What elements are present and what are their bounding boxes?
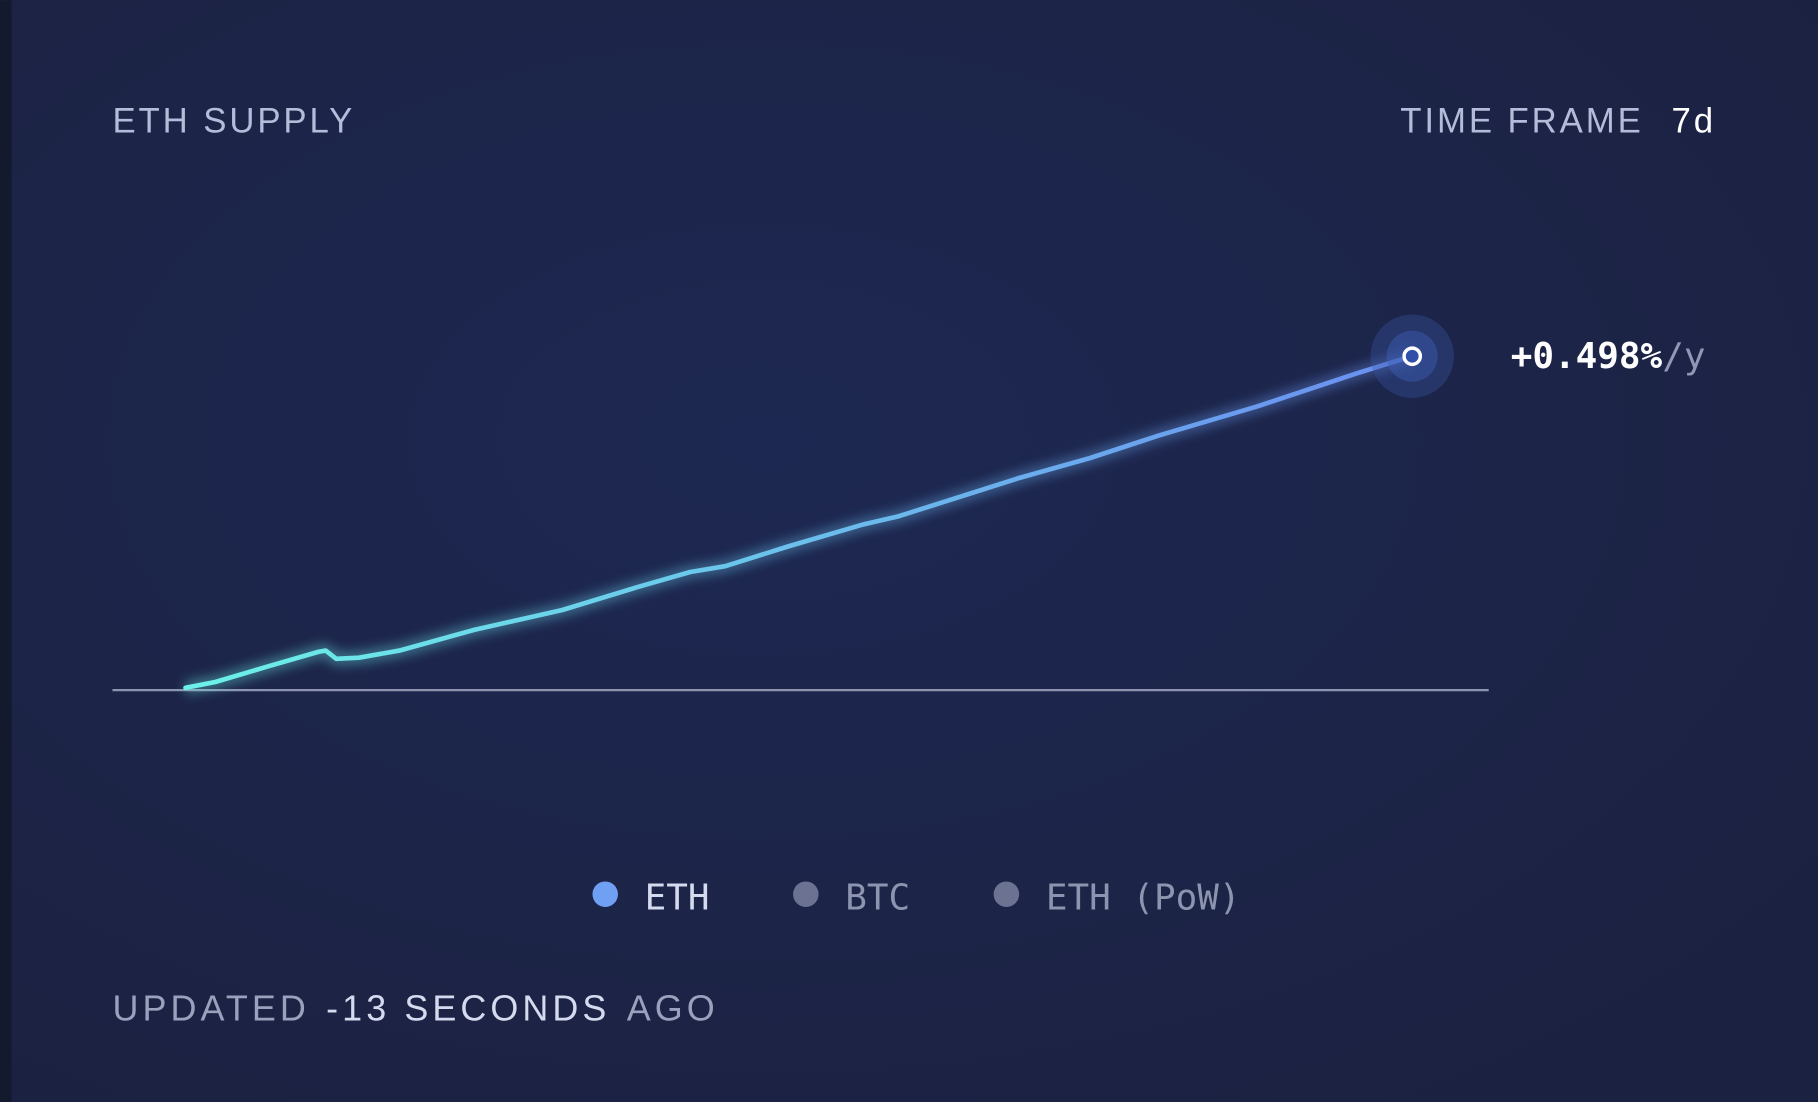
legend-label: BTC xyxy=(845,877,910,918)
legend-label: ETH (PoW) xyxy=(1046,877,1241,918)
left-edge xyxy=(0,0,12,1102)
legend-item[interactable]: ETH (PoW) xyxy=(993,877,1241,918)
legend-item[interactable]: BTC xyxy=(793,877,910,918)
updated-time: -13 SECONDS xyxy=(326,988,610,1029)
legend-label: ETH xyxy=(645,877,710,918)
end-annotation: +0.498%/y xyxy=(1511,336,1706,377)
end-label: +0.498% xyxy=(1511,336,1663,377)
time-frame: TIME FRAME 7d xyxy=(1400,102,1716,140)
chart-title: ETH SUPPLY xyxy=(112,102,355,140)
updated-suffix: AGO xyxy=(627,988,719,1029)
legend-dot xyxy=(993,881,1020,907)
legend-item[interactable]: ETH xyxy=(592,877,710,918)
end-unit: /y xyxy=(1662,336,1705,377)
time-frame-label: TIME FRAME xyxy=(1400,102,1643,140)
end-point xyxy=(1402,346,1423,367)
updated-prefix: UPDATED xyxy=(112,988,309,1029)
legend-dot xyxy=(793,881,819,907)
legend-dot xyxy=(592,881,618,907)
updated-text: UPDATED -13 SECONDS AGO xyxy=(112,988,718,1029)
series-line xyxy=(183,353,1415,691)
time-frame-value[interactable]: 7d xyxy=(1672,102,1716,140)
